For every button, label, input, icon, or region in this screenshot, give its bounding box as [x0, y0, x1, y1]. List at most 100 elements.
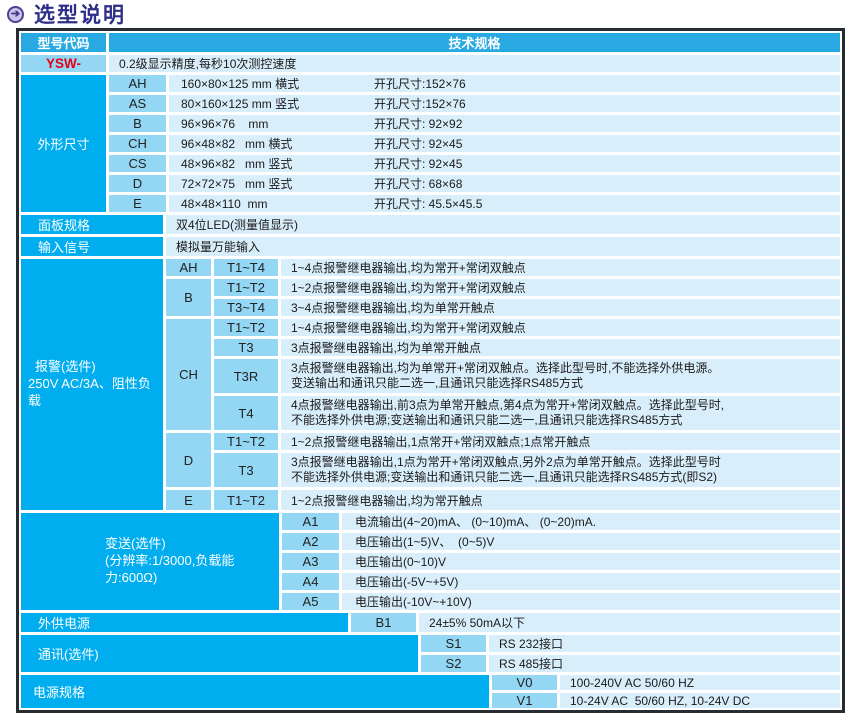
comm-code: S2 — [421, 655, 486, 672]
ext-power-label: 外供电源 — [21, 613, 348, 632]
model-row: YSW- 0.2级显示精度,每秒10次测控速度 — [21, 55, 840, 72]
dim-code: E — [109, 195, 166, 212]
table-header-row: 型号代码 技术规格 — [21, 33, 840, 52]
alarm-desc-line1: 3点报警继电器输出,1点为常开+常闭双触点,另外2点为单常开触点。选择此型号时 — [291, 455, 721, 469]
alarm-tcode: T3 — [214, 453, 278, 487]
power-spec-rows: V0 100-240V AC 50/60 HZ V1 10-24V AC 50/… — [492, 675, 840, 708]
model-desc-cell: 0.2级显示精度,每秒10次测控速度 — [109, 55, 840, 72]
alarm-desc-line2: 变送输出和通讯只能二选一,且通讯只能选择RS485方式 — [291, 376, 584, 390]
table-row: B 96×96×76 mm 开孔尺寸: 92×92 — [109, 115, 840, 132]
alarm-desc-line2: 不能选择外供电源;变送输出和通讯只能二选一,且通讯只能选择RS485方式 — [291, 413, 683, 427]
panel-row: 面板规格 双4位LED(测量值显示) — [21, 215, 840, 234]
alarm-desc-line1: 4点报警继电器输出,前3点为单常开触点,第4点为常开+常闭双触点。选择此型号时, — [291, 398, 725, 412]
alarm-tcode: T3~T4 — [214, 299, 278, 316]
dim-code: CH — [109, 135, 166, 152]
transmit-desc: 电压输出(-10V~+10V) — [342, 593, 840, 610]
alarm-tcode: T4 — [214, 396, 278, 430]
comm-code: S1 — [421, 635, 486, 652]
alarm-desc: 3~4点报警继电器输出,均为单常开触点 — [281, 299, 840, 316]
model-code-cell: YSW- — [21, 55, 106, 72]
dim-size: 48×96×82 mm 竖式 — [181, 157, 293, 171]
alarm-label-line1: 报警(选件) — [35, 359, 96, 375]
alarm-desc: 1~2点报警继电器输出,1点常开+常闭双触点;1点常开触点 — [281, 433, 840, 450]
dim-code: B — [109, 115, 166, 132]
comm-desc: RS 232接口 — [489, 635, 840, 652]
table-row: V0 100-240V AC 50/60 HZ — [492, 675, 840, 690]
table-row: T3R 3点报警继电器输出,均为单常开+常闭双触点。选择此型号时,不能选择外供电… — [214, 359, 840, 393]
table-row: T4 4点报警继电器输出,前3点为单常开触点,第4点为常开+常闭双触点。选择此型… — [214, 396, 840, 430]
table-row: CS 48×96×82 mm 竖式 开孔尺寸: 92×45 — [109, 155, 840, 172]
alarm-tcode: T1~T4 — [214, 259, 278, 276]
transmit-label: 变送(选件) (分辨率:1/3000,负载能力:600Ω) — [21, 513, 279, 610]
table-row: T3 3点报警继电器输出,均为单常开触点 — [214, 339, 840, 356]
dim-size: 160×80×125 mm 横式 — [181, 77, 300, 91]
alarm-rows: AH T1~T4 1~4点报警继电器输出,均为常开+常闭双触点 B T1~T2 … — [166, 259, 840, 510]
transmit-desc: 电压输出(0~10)V — [342, 553, 840, 570]
alarm-code: CH — [166, 319, 211, 430]
dim-size: 48×48×110 mm — [181, 196, 268, 211]
input-signal-desc: 模拟量万能输入 — [166, 237, 840, 256]
ext-power-row: 外供电源 B1 24±5% 50mA以下 — [21, 613, 840, 632]
transmit-rows: A1 电流输出(4~20)mA、 (0~10)mA、 (0~20)mA. A2 … — [282, 513, 840, 610]
table-row: E 48×48×110 mm 开孔尺寸: 45.5×45.5 — [109, 195, 840, 212]
dim-desc: 160×80×125 mm 横式 开孔尺寸:152×76 — [169, 75, 840, 92]
alarm-group-d: D T1~T2 1~2点报警继电器输出,1点常开+常闭双触点;1点常开触点 T3… — [166, 433, 840, 487]
dim-cutout: 开孔尺寸: 92×45 — [374, 137, 463, 151]
table-row: V1 10-24V AC 50/60 HZ, 10-24V DC — [492, 693, 840, 708]
table-row: AS 80×160×125 mm 竖式 开孔尺寸:152×76 — [109, 95, 840, 112]
comm-desc: RS 485接口 — [489, 655, 840, 672]
dim-code: D — [109, 175, 166, 192]
alarm-tcode: T1~T2 — [214, 279, 278, 296]
dim-code: AH — [109, 75, 166, 92]
alarm-desc: 4点报警继电器输出,前3点为单常开触点,第4点为常开+常闭双触点。选择此型号时,… — [281, 396, 840, 430]
comm-rows: S1 RS 232接口 S2 RS 485接口 — [421, 635, 840, 672]
alarm-tcode: T1~T2 — [214, 433, 278, 450]
input-signal-row: 输入信号 模拟量万能输入 — [21, 237, 840, 256]
header-model-code: 型号代码 — [21, 33, 106, 52]
table-row: T1~T2 1~4点报警继电器输出,均为常开+常闭双触点 — [214, 319, 840, 336]
page-header: ➔ 选型说明 — [0, 0, 848, 28]
alarm-group-b: B T1~T2 1~2点报警继电器输出,均为常开+常闭双触点 T3~T4 3~4… — [166, 279, 840, 316]
power-spec-section: 电源规格 V0 100-240V AC 50/60 HZ V1 10-24V A… — [21, 675, 840, 708]
table-row: A1 电流输出(4~20)mA、 (0~10)mA、 (0~20)mA. — [282, 513, 840, 530]
table-row: A5 电压输出(-10V~+10V) — [282, 593, 840, 610]
alarm-label-line2: 250V AC/3A、阻性负载 — [28, 376, 151, 408]
alarm-desc: 3点报警继电器输出,均为单常开触点 — [281, 339, 840, 356]
comm-label: 通讯(选件) — [21, 635, 418, 672]
alarm-desc-line1: 3点报警继电器输出,均为单常开+常闭双触点。选择此型号时,不能选择外供电源。 — [291, 361, 720, 375]
alarm-group-ch-rows: T1~T2 1~4点报警继电器输出,均为常开+常闭双触点 T3 3点报警继电器输… — [214, 319, 840, 430]
power-code: V1 — [492, 693, 557, 708]
power-spec-label: 电源规格 — [21, 675, 489, 708]
power-desc: 10-24V AC 50/60 HZ, 10-24V DC — [560, 693, 840, 708]
table-row: CH 96×48×82 mm 横式 开孔尺寸: 92×45 — [109, 135, 840, 152]
alarm-code: B — [166, 279, 211, 316]
dim-desc: 48×96×82 mm 竖式 开孔尺寸: 92×45 — [169, 155, 840, 172]
dim-code: AS — [109, 95, 166, 112]
alarm-group-ch: CH T1~T2 1~4点报警继电器输出,均为常开+常闭双触点 T3 3点报警继… — [166, 319, 840, 430]
transmit-code: A2 — [282, 533, 339, 550]
table-row: A3 电压输出(0~10)V — [282, 553, 840, 570]
dimensions-section: 外形尺寸 AH 160×80×125 mm 横式 开孔尺寸:152×76 AS 8… — [21, 75, 840, 212]
table-row: T3~T4 3~4点报警继电器输出,均为单常开触点 — [214, 299, 840, 316]
alarm-desc: 3点报警继电器输出,均为单常开+常闭双触点。选择此型号时,不能选择外供电源。 变… — [281, 359, 840, 393]
alarm-group-e: E T1~T2 1~2点报警继电器输出,均为常开触点 — [166, 490, 840, 510]
alarm-desc: 3点报警继电器输出,1点为常开+常闭双触点,另外2点为单常开触点。选择此型号时 … — [281, 453, 840, 487]
power-code: V0 — [492, 675, 557, 690]
header-tech-spec: 技术规格 — [109, 33, 840, 52]
dim-size: 80×160×125 mm 竖式 — [181, 97, 300, 111]
transmit-desc: 电流输出(4~20)mA、 (0~10)mA、 (0~20)mA. — [342, 513, 840, 530]
dim-desc: 80×160×125 mm 竖式 开孔尺寸:152×76 — [169, 95, 840, 112]
table-row: A4 电压输出(-5V~+5V) — [282, 573, 840, 590]
circle-arrow-right-icon: ➔ — [7, 5, 24, 23]
alarm-desc: 1~2点报警继电器输出,均为常开+常闭双触点 — [281, 279, 840, 296]
table-row: A2 电压输出(1~5)V、 (0~5)V — [282, 533, 840, 550]
table-row: S2 RS 485接口 — [421, 655, 840, 672]
dim-desc: 48×48×110 mm 开孔尺寸: 45.5×45.5 — [169, 195, 840, 212]
ext-power-code: B1 — [351, 613, 416, 632]
dim-desc: 72×72×75 mm 竖式 开孔尺寸: 68×68 — [169, 175, 840, 192]
dimensions-label: 外形尺寸 — [21, 75, 106, 212]
panel-desc: 双4位LED(测量值显示) — [166, 215, 840, 234]
alarm-desc-line2: 不能选择外供电源;变送输出和通讯只能二选一,且通讯只能选择RS485方式(即S2… — [291, 470, 718, 484]
transmit-code: A5 — [282, 593, 339, 610]
alarm-tcode: T3 — [214, 339, 278, 356]
